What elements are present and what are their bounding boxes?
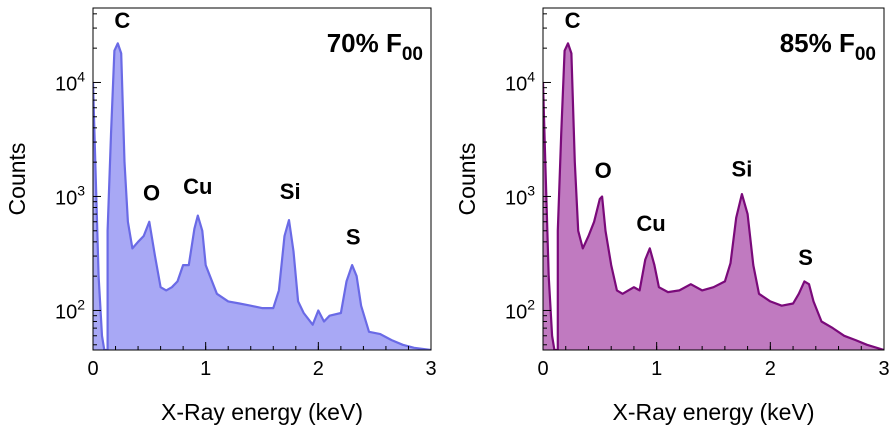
panel-70-percent: 0 1 2 3 102 103 104 X-Ray energy (keV) Counts 70%… [4, 7, 437, 425]
y-tick-label: 103 [55, 182, 85, 209]
y-tick-label: 104 [505, 68, 535, 95]
spectrum-area [93, 43, 431, 350]
y-axis-title: Counts [4, 143, 30, 216]
peak-label-s: S [798, 245, 813, 270]
peak-label-si: Si [280, 179, 301, 204]
x-tick-label: 2 [765, 358, 776, 380]
x-axis-title: X-Ray energy (keV) [161, 399, 363, 425]
spectrum-line [543, 42, 884, 350]
plot-frame [542, 7, 885, 351]
x-tick-label: 3 [878, 358, 889, 380]
peak-label-c: C [114, 8, 130, 33]
panel-title: 70% F00 [327, 28, 423, 65]
panel-title: 85% F00 [780, 28, 876, 65]
peak-label-cu: Cu [183, 174, 212, 199]
peak-label-o: O [595, 158, 612, 183]
y-tick-label: 102 [505, 296, 535, 323]
peak-label-si: Si [732, 156, 753, 181]
peak-label-s: S [346, 224, 361, 249]
peak-label-c: C [565, 8, 581, 33]
peak-label-o: O [143, 181, 160, 206]
spectrum-area [543, 43, 884, 350]
y-axis-title: Counts [454, 143, 480, 216]
x-axis-title: X-Ray energy (keV) [613, 399, 815, 425]
spectrum-line [93, 42, 431, 350]
y-tick-label: 104 [55, 68, 85, 95]
x-tick-label: 1 [200, 358, 211, 380]
x-tick-label: 0 [537, 358, 548, 380]
y-tick-label: 103 [505, 182, 535, 209]
panel-85-percent: 0 1 2 3 102 103 104 X-Ray energy (keV) Counts 85%… [454, 7, 890, 425]
x-tick-label: 1 [651, 358, 662, 380]
peak-label-cu: Cu [636, 211, 665, 236]
y-tick-label: 102 [55, 296, 85, 323]
x-tick-label: 3 [425, 358, 436, 380]
x-tick-label: 2 [313, 358, 324, 380]
plot-frame [92, 7, 432, 351]
x-tick-label: 0 [87, 358, 98, 380]
